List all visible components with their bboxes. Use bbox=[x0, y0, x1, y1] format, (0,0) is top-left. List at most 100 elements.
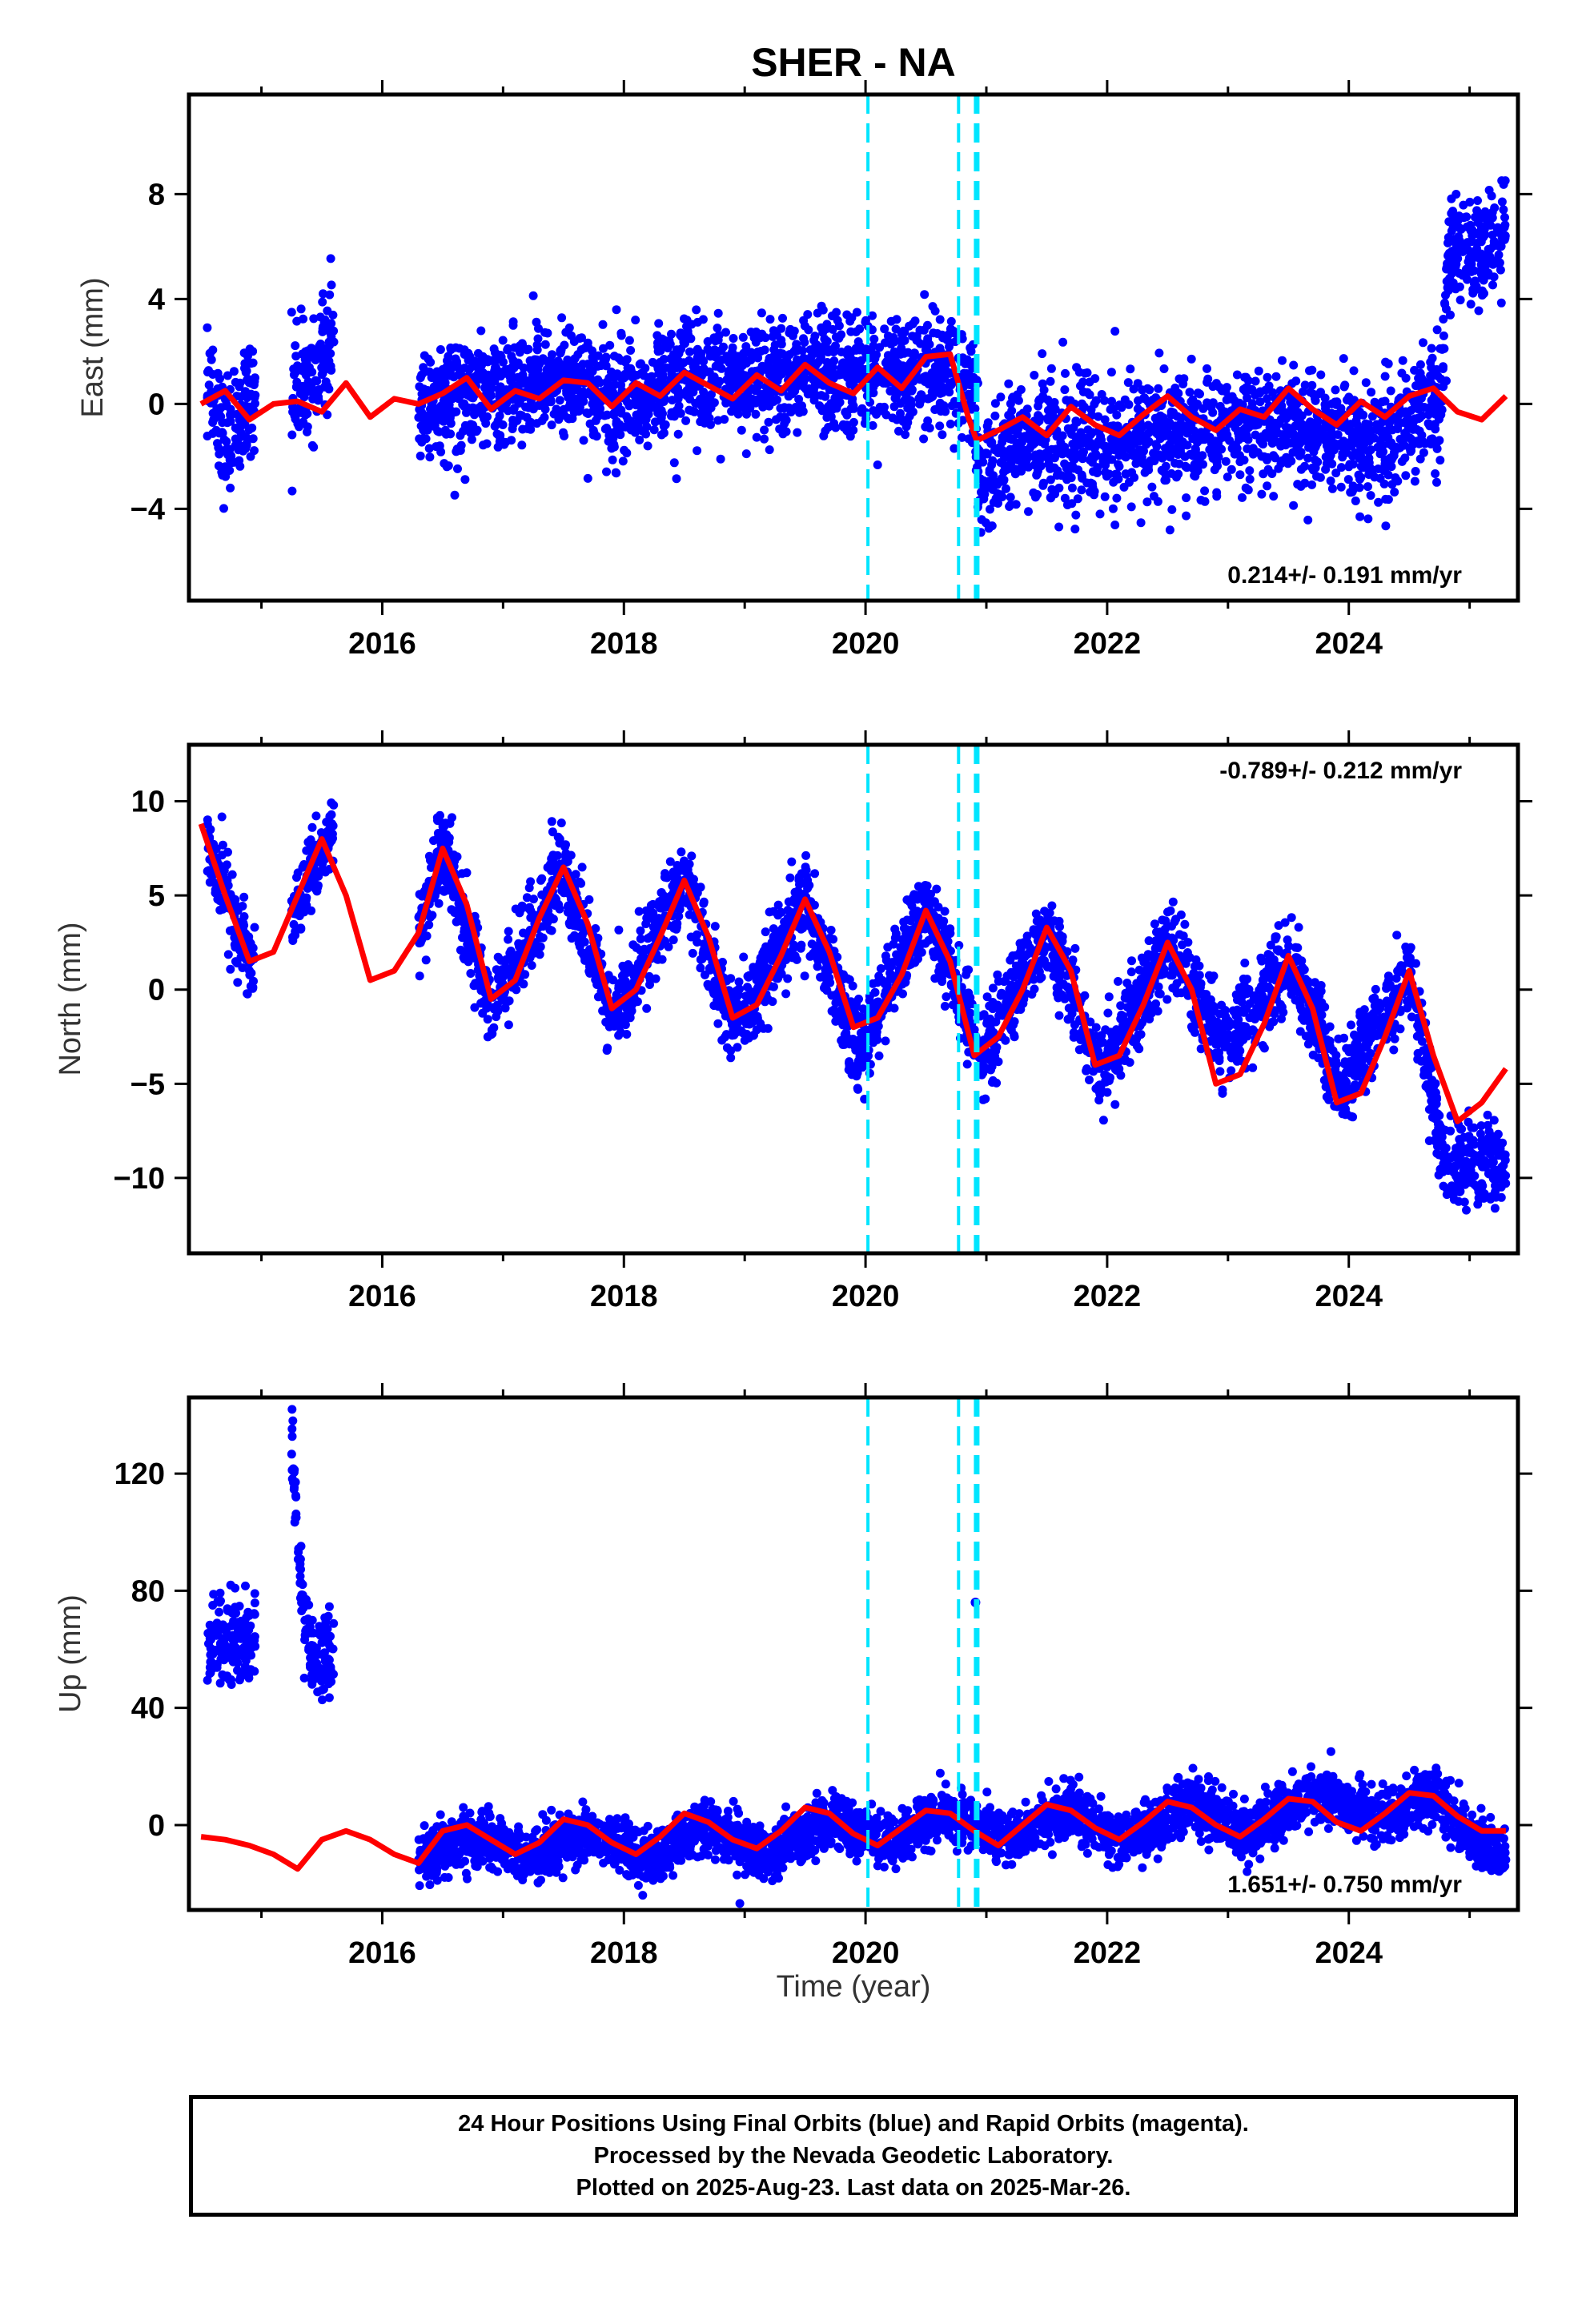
data-point bbox=[1007, 406, 1017, 416]
data-point bbox=[1136, 420, 1145, 430]
data-point bbox=[873, 460, 882, 469]
data-point bbox=[445, 413, 455, 423]
y-tick-label: −4 bbox=[130, 493, 165, 526]
data-point bbox=[436, 415, 445, 424]
scatter-east bbox=[203, 176, 1510, 537]
data-point bbox=[973, 462, 982, 472]
data-point bbox=[205, 878, 215, 887]
data-point bbox=[1114, 460, 1123, 469]
data-point bbox=[1154, 348, 1164, 358]
data-point bbox=[781, 989, 791, 999]
data-point bbox=[1300, 380, 1310, 390]
data-point bbox=[1499, 205, 1508, 215]
data-point bbox=[1490, 203, 1500, 212]
data-point bbox=[813, 308, 822, 318]
data-point bbox=[870, 354, 880, 364]
data-point bbox=[517, 411, 527, 420]
data-point bbox=[904, 396, 913, 405]
data-point bbox=[1495, 258, 1504, 267]
data-point bbox=[1282, 452, 1291, 462]
data-point bbox=[327, 319, 336, 328]
data-point bbox=[1121, 452, 1130, 462]
data-point bbox=[1013, 440, 1022, 449]
data-point bbox=[1100, 415, 1110, 424]
data-point bbox=[1462, 1205, 1471, 1215]
data-point bbox=[868, 420, 877, 430]
data-point bbox=[676, 328, 685, 338]
data-point bbox=[1303, 453, 1313, 463]
data-point bbox=[1075, 432, 1085, 441]
data-point bbox=[327, 810, 336, 819]
data-point bbox=[1417, 431, 1427, 440]
data-point bbox=[1321, 436, 1331, 445]
data-point bbox=[1307, 480, 1317, 489]
data-point bbox=[453, 464, 462, 473]
data-point bbox=[472, 363, 482, 372]
data-point bbox=[919, 434, 929, 444]
data-point bbox=[1415, 454, 1425, 464]
data-point bbox=[324, 384, 334, 394]
data-point bbox=[1440, 298, 1449, 308]
data-point bbox=[781, 427, 791, 436]
data-point bbox=[1071, 416, 1081, 426]
data-point bbox=[289, 364, 299, 374]
data-point bbox=[644, 375, 653, 384]
data-point bbox=[569, 337, 579, 346]
data-point bbox=[1182, 493, 1191, 503]
data-point bbox=[1426, 371, 1435, 380]
data-point bbox=[843, 372, 852, 382]
data-point bbox=[1414, 400, 1423, 409]
data-point bbox=[1196, 435, 1206, 444]
data-point bbox=[698, 315, 708, 324]
data-point bbox=[793, 428, 802, 437]
data-point bbox=[998, 437, 1007, 447]
data-point bbox=[483, 1015, 492, 1024]
data-point bbox=[1367, 388, 1376, 397]
data-point bbox=[824, 411, 833, 420]
data-point bbox=[735, 355, 745, 364]
data-point bbox=[1407, 417, 1417, 427]
data-point bbox=[693, 446, 702, 456]
data-point bbox=[1263, 481, 1272, 491]
data-point bbox=[1090, 374, 1100, 384]
data-point bbox=[1277, 401, 1287, 411]
data-point bbox=[616, 356, 626, 365]
data-point bbox=[982, 448, 992, 458]
data-point bbox=[1264, 433, 1274, 442]
data-point bbox=[1489, 241, 1499, 251]
data-point bbox=[287, 308, 296, 317]
data-point bbox=[713, 324, 722, 333]
data-point bbox=[1248, 444, 1258, 453]
data-point bbox=[1464, 263, 1474, 272]
data-point bbox=[561, 328, 571, 337]
data-point bbox=[772, 415, 781, 424]
data-point bbox=[1274, 464, 1283, 473]
data-point bbox=[218, 418, 227, 428]
data-point bbox=[713, 336, 723, 345]
data-point bbox=[1119, 482, 1129, 492]
data-point bbox=[1156, 426, 1166, 436]
data-point bbox=[1181, 461, 1191, 471]
data-point bbox=[1082, 368, 1092, 377]
data-point bbox=[825, 366, 834, 376]
data-point bbox=[1307, 365, 1317, 375]
data-point bbox=[311, 811, 321, 821]
data-point bbox=[1327, 459, 1337, 468]
data-point bbox=[1165, 525, 1174, 535]
data-point bbox=[1170, 458, 1180, 468]
data-point bbox=[517, 440, 527, 450]
data-point bbox=[1456, 224, 1466, 234]
data-point bbox=[761, 927, 770, 937]
data-point bbox=[1123, 443, 1133, 452]
data-point bbox=[1084, 441, 1094, 451]
data-point bbox=[1114, 436, 1122, 446]
data-point bbox=[588, 346, 597, 356]
data-point bbox=[729, 334, 738, 343]
data-point bbox=[460, 475, 470, 485]
data-point bbox=[287, 430, 297, 440]
data-point bbox=[1466, 300, 1476, 309]
data-point bbox=[940, 333, 950, 343]
data-point bbox=[1363, 429, 1372, 439]
data-point bbox=[962, 1059, 972, 1069]
data-point bbox=[205, 349, 215, 359]
